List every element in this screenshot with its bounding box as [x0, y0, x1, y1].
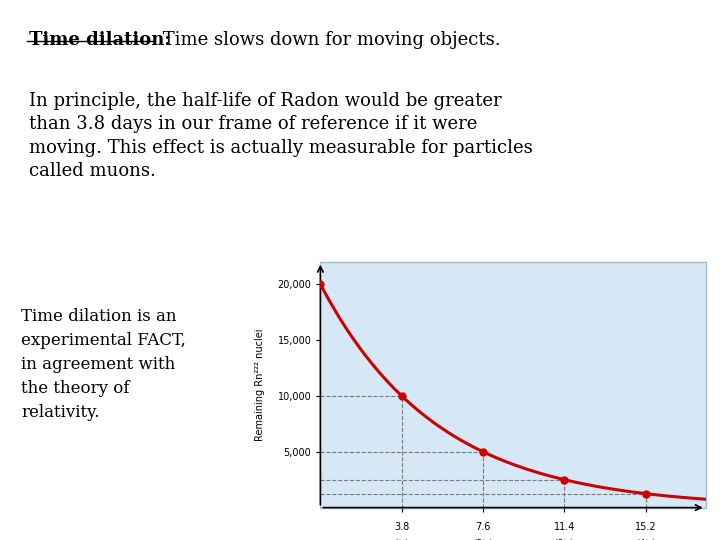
Text: $(3t_{\frac{1}{2}})$: $(3t_{\frac{1}{2}})$: [554, 538, 575, 540]
Text: Remaining Rn²²² nuclei: Remaining Rn²²² nuclei: [256, 328, 266, 441]
Text: Time dilation:: Time dilation:: [29, 31, 171, 49]
Text: 11.4: 11.4: [554, 522, 575, 532]
Text: In principle, the half-life of Radon would be greater
than 3.8 days in our frame: In principle, the half-life of Radon wou…: [29, 92, 533, 180]
Text: 3.8: 3.8: [394, 522, 410, 532]
Text: $(2t_{\frac{1}{2}})$: $(2t_{\frac{1}{2}})$: [473, 538, 493, 540]
Text: Time dilation is an
experimental FACT,
in agreement with
the theory of
relativit: Time dilation is an experimental FACT, i…: [21, 308, 186, 421]
Text: 7.6: 7.6: [475, 522, 491, 532]
Text: 15.2: 15.2: [635, 522, 657, 532]
Text: $(4t_{\frac{1}{2}})$: $(4t_{\frac{1}{2}})$: [636, 538, 656, 540]
Text: Time slows down for moving objects.: Time slows down for moving objects.: [157, 31, 500, 49]
Text: $(t_{\frac{1}{2}})$: $(t_{\frac{1}{2}})$: [395, 538, 409, 540]
